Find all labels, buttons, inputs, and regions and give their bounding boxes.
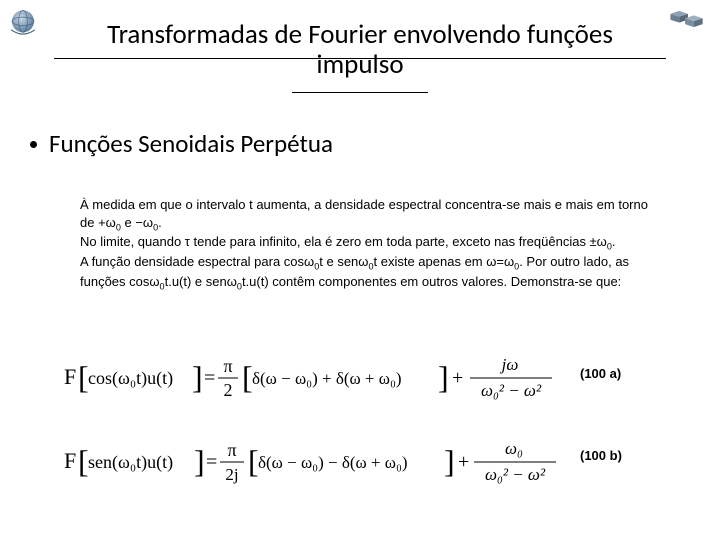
svg-text:F: F bbox=[64, 364, 76, 389]
svg-text:ω₀² − ω²: ω₀² − ω² bbox=[485, 465, 546, 484]
svg-text:π: π bbox=[227, 440, 236, 460]
svg-text:cos(ω₀t)u(t): cos(ω₀t)u(t) bbox=[88, 368, 173, 389]
svg-text:]: ] bbox=[192, 359, 203, 395]
bullet-text: Funções Senoidais Perpétua bbox=[49, 128, 333, 159]
svg-text:]: ] bbox=[438, 359, 449, 395]
body-paragraph: À medida em que o intervalo t aumenta, a… bbox=[80, 196, 660, 293]
svg-text:2j: 2j bbox=[225, 465, 238, 484]
svg-text:]: ] bbox=[444, 443, 455, 479]
svg-text:F: F bbox=[64, 448, 76, 473]
svg-text:2: 2 bbox=[224, 380, 233, 400]
equation-100b-svg: F [ sen(ω₀t)u(t) ] = π 2j [ δ(ω − ω₀) − … bbox=[60, 430, 580, 490]
title-underline-2 bbox=[292, 92, 428, 93]
svg-text:π: π bbox=[223, 356, 232, 376]
svg-text:δ(ω − ω₀) + δ(ω + ω₀): δ(ω − ω₀) + δ(ω + ω₀) bbox=[252, 369, 402, 388]
svg-text:]: ] bbox=[194, 443, 205, 479]
equation-label-100a: (100 a) bbox=[580, 366, 621, 381]
svg-text:jω: jω bbox=[500, 355, 519, 374]
equation-label-100b: (100 b) bbox=[580, 448, 622, 463]
bullet-list: Funções Senoidais Perpétua bbox=[30, 128, 680, 159]
svg-text:ω₀² − ω²: ω₀² − ω² bbox=[481, 381, 542, 400]
equation-100b: F [ sen(ω₀t)u(t) ] = π 2j [ δ(ω − ω₀) − … bbox=[60, 430, 580, 490]
title-line-1: Transformadas de Fourier envolvendo funç… bbox=[107, 18, 613, 51]
title-underline-1 bbox=[54, 58, 666, 59]
svg-text:+: + bbox=[452, 367, 463, 389]
title-line-2: impulso bbox=[316, 48, 403, 81]
bullet-item-1: Funções Senoidais Perpétua bbox=[30, 128, 680, 159]
slide-title: Transformadas de Fourier envolvendo funç… bbox=[0, 20, 720, 79]
equation-100a: F [ cos(ω₀t)u(t) ] = π 2 [ δ(ω − ω₀) + δ… bbox=[60, 348, 580, 404]
svg-text:=: = bbox=[206, 451, 217, 473]
bullet-dot-icon bbox=[30, 141, 37, 148]
slide: Transformadas de Fourier envolvendo funç… bbox=[0, 0, 720, 540]
svg-text:δ(ω − ω₀) − δ(ω + ω₀): δ(ω − ω₀) − δ(ω + ω₀) bbox=[258, 453, 408, 472]
svg-text:+: + bbox=[458, 451, 469, 473]
svg-text:ω₀: ω₀ bbox=[505, 439, 523, 458]
equation-100a-svg: F [ cos(ω₀t)u(t) ] = π 2 [ δ(ω − ω₀) + δ… bbox=[60, 348, 580, 404]
svg-text:=: = bbox=[204, 367, 215, 389]
svg-text:sen(ω₀t)u(t): sen(ω₀t)u(t) bbox=[88, 452, 173, 473]
